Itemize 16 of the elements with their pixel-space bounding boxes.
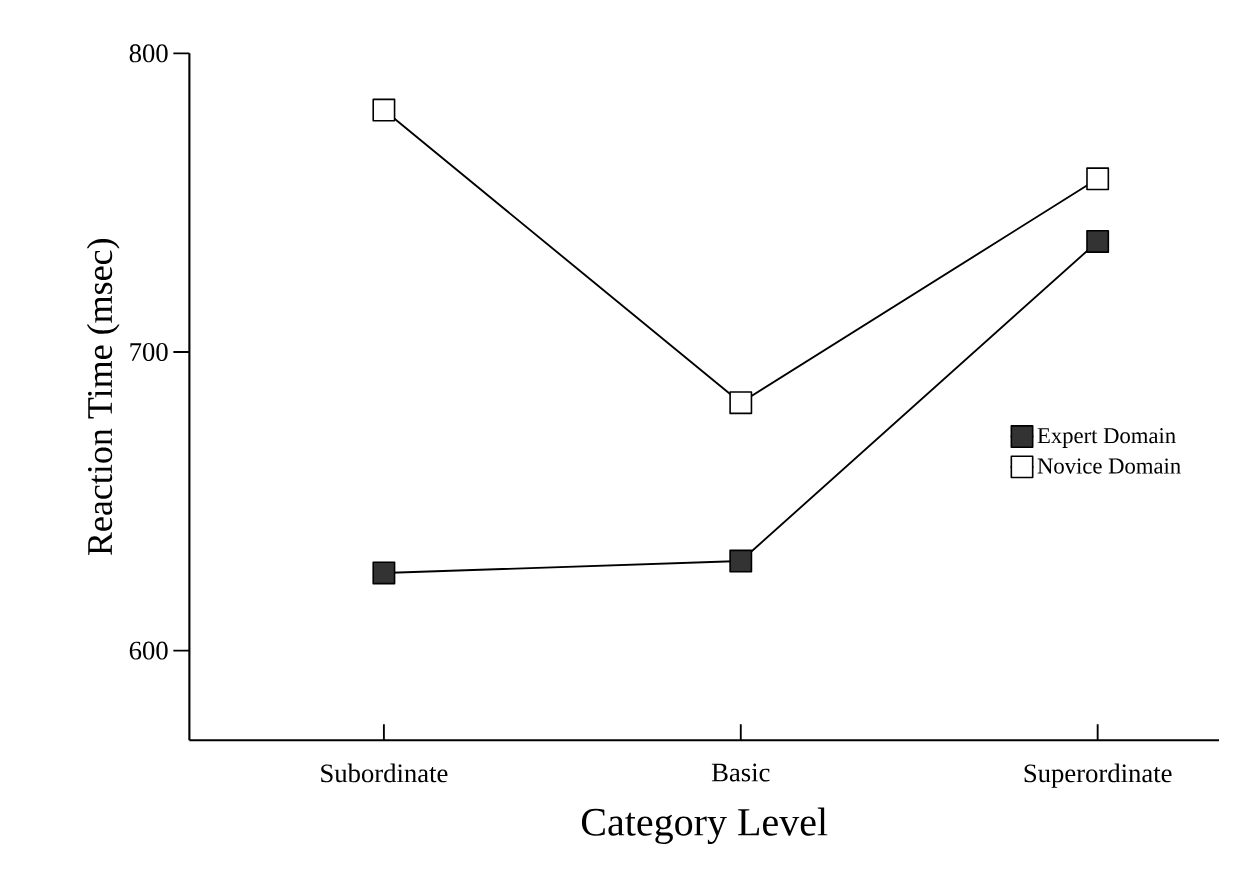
y-tick-label: 600 <box>129 641 168 660</box>
point <box>372 561 396 585</box>
x-axis-title: Category Level <box>581 807 828 844</box>
x-tick-label: Superordinate <box>1024 763 1172 788</box>
point <box>372 98 396 122</box>
y-axis-title: Reaction Time (msec) <box>86 238 120 555</box>
y-tick-label: 700 <box>130 342 168 361</box>
y-tick-label: 800 <box>129 44 168 63</box>
x-tick-label: Basic <box>711 763 770 782</box>
point <box>729 549 753 573</box>
point <box>729 391 753 415</box>
legend-label: Novice Domain <box>1037 458 1181 474</box>
x-tick-label: Subordinate <box>321 763 448 783</box>
legend-label: Expert Domain <box>1037 427 1176 448</box>
point <box>1086 167 1110 191</box>
point <box>1086 229 1110 253</box>
